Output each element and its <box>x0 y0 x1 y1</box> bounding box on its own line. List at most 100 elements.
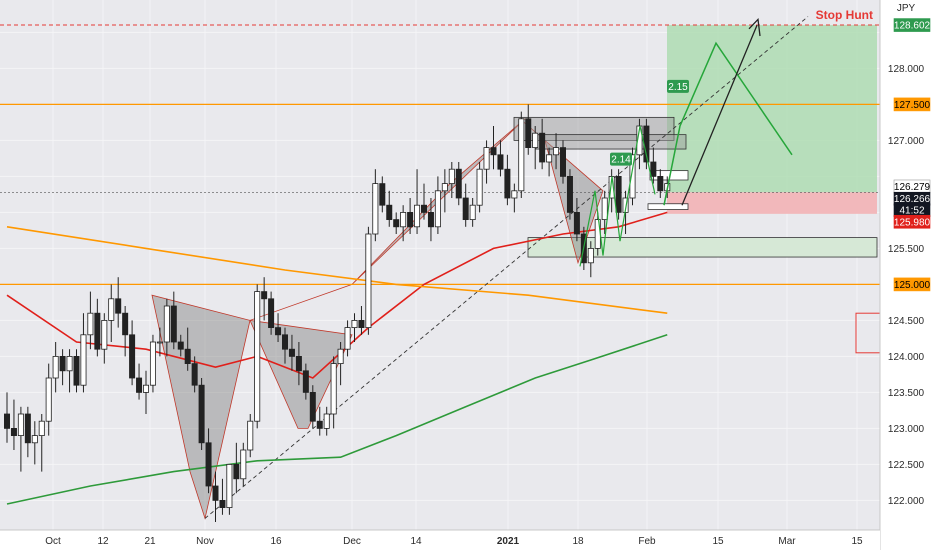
candle[interactable] <box>205 442 212 487</box>
price-tag-125000 <box>893 277 931 292</box>
candle[interactable] <box>532 132 539 148</box>
candle[interactable] <box>94 312 101 350</box>
candle[interactable] <box>247 420 254 451</box>
candle[interactable] <box>59 355 66 372</box>
candle[interactable] <box>330 363 337 415</box>
x-tick-label: Mar <box>778 536 796 547</box>
candle[interactable] <box>17 413 24 437</box>
candle[interactable] <box>469 204 476 220</box>
candle[interactable] <box>434 190 441 228</box>
candle[interactable] <box>414 204 421 228</box>
candle[interactable] <box>351 319 358 328</box>
candle[interactable] <box>73 355 80 386</box>
candle[interactable] <box>407 211 414 228</box>
candle[interactable] <box>400 211 407 228</box>
candle[interactable] <box>316 420 323 429</box>
candle[interactable] <box>497 154 504 170</box>
candle[interactable] <box>87 312 94 336</box>
candle[interactable] <box>511 190 518 199</box>
candle[interactable] <box>184 348 191 365</box>
candle[interactable] <box>4 413 10 429</box>
x-tick-label: 12 <box>97 536 109 547</box>
candle[interactable] <box>254 291 261 422</box>
candle[interactable] <box>573 211 580 235</box>
candle[interactable] <box>386 204 393 220</box>
candle[interactable] <box>10 427 17 436</box>
candle[interactable] <box>31 435 38 444</box>
candle[interactable] <box>344 327 351 350</box>
candle[interactable] <box>108 298 115 321</box>
candle[interactable] <box>504 168 511 199</box>
candle[interactable] <box>52 355 59 379</box>
ratio-badge <box>667 79 689 93</box>
candle[interactable] <box>240 449 247 480</box>
candle[interactable] <box>261 291 268 300</box>
candle[interactable] <box>163 305 170 343</box>
candle[interactable] <box>302 370 309 393</box>
candle[interactable] <box>455 168 462 199</box>
candle[interactable] <box>420 204 427 213</box>
candle[interactable] <box>650 161 657 177</box>
candle[interactable] <box>295 355 302 372</box>
candle[interactable] <box>365 233 372 328</box>
candle[interactable] <box>177 341 184 350</box>
candle[interactable] <box>66 355 73 372</box>
candle[interactable] <box>288 348 295 357</box>
candle[interactable] <box>198 384 205 444</box>
candle[interactable] <box>490 147 497 156</box>
candle[interactable] <box>629 154 636 199</box>
candle[interactable] <box>309 391 316 422</box>
candle[interactable] <box>212 485 219 501</box>
candle[interactable] <box>149 341 156 386</box>
candle[interactable] <box>441 183 448 192</box>
candle[interactable] <box>601 197 608 221</box>
candle[interactable] <box>226 463 233 508</box>
candle[interactable] <box>281 334 288 350</box>
candle[interactable] <box>191 363 198 386</box>
candle[interactable] <box>170 305 177 343</box>
candle[interactable] <box>156 341 163 344</box>
price-scale[interactable] <box>880 0 932 550</box>
candle[interactable] <box>136 377 143 393</box>
candle[interactable] <box>587 247 594 264</box>
candle[interactable] <box>219 499 226 508</box>
candle[interactable] <box>323 413 330 429</box>
projection-zigzag <box>579 125 656 267</box>
candle[interactable] <box>476 168 483 206</box>
candle[interactable] <box>233 463 240 480</box>
candle[interactable] <box>129 334 136 379</box>
candle[interactable] <box>427 211 434 228</box>
demand-zone <box>527 237 878 258</box>
candle[interactable] <box>122 312 129 336</box>
candle[interactable] <box>142 384 149 393</box>
price-tag-crosshair-label: 126.266 <box>894 194 931 205</box>
candle[interactable] <box>38 420 45 437</box>
candle[interactable] <box>525 118 532 149</box>
candle[interactable] <box>553 147 560 156</box>
candle[interactable] <box>268 298 275 328</box>
candle[interactable] <box>539 132 546 163</box>
candle[interactable] <box>379 183 386 206</box>
candle[interactable] <box>115 298 122 314</box>
candle[interactable] <box>80 334 87 386</box>
candle[interactable] <box>448 168 455 184</box>
candle[interactable] <box>45 377 52 422</box>
candle[interactable] <box>560 147 567 177</box>
candle[interactable] <box>393 219 400 228</box>
candle[interactable] <box>483 147 490 170</box>
ratio-label: 2.14 <box>611 155 631 166</box>
candle[interactable] <box>275 327 282 336</box>
candle[interactable] <box>101 319 108 350</box>
candle[interactable] <box>337 348 344 365</box>
candle[interactable] <box>657 175 664 192</box>
candle[interactable] <box>546 154 553 163</box>
candle[interactable] <box>372 183 379 235</box>
candle[interactable] <box>566 175 573 213</box>
candle[interactable] <box>24 413 31 444</box>
candle[interactable] <box>462 197 469 221</box>
candle[interactable] <box>615 175 622 213</box>
time-scale[interactable] <box>0 530 880 550</box>
candle[interactable] <box>358 319 365 328</box>
candle[interactable] <box>518 118 525 192</box>
